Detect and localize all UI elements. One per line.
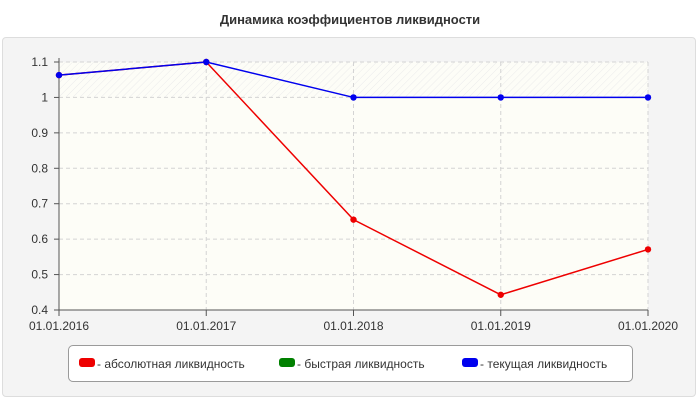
x-tick-label: 01.01.2016: [29, 319, 89, 333]
legend-swatch-absolute: [79, 358, 95, 368]
legend-label-current: - текущая ликвидность: [480, 356, 608, 371]
legend-label-absolute: - абсолютная ликвидность: [97, 356, 245, 371]
legend-item-current: - текущая ликвидность: [462, 356, 607, 372]
y-tick-label: 0.6: [31, 232, 48, 246]
data-point-current: [350, 94, 357, 101]
y-tick-label: 0.9: [31, 126, 48, 140]
legend-swatch-quick: [279, 358, 295, 368]
legend-item-absolute: - абсолютная ликвидность: [79, 356, 245, 372]
y-tick-label: 0.8: [31, 161, 48, 175]
y-tick-label: 1.1: [31, 55, 48, 69]
x-tick-label: 01.01.2020: [618, 319, 678, 333]
legend-swatch-current: [462, 358, 478, 368]
y-tick-label: 0.7: [31, 197, 48, 211]
data-point-absolute: [644, 246, 652, 253]
data-point-current: [644, 94, 652, 101]
data-point-current: [203, 58, 210, 66]
legend-item-quick: - быстрая ликвидность: [279, 356, 425, 372]
data-point-absolute: [497, 291, 504, 298]
data-point-absolute: [350, 216, 357, 223]
y-tick-label: 1: [41, 90, 48, 104]
x-tick-label: 01.01.2019: [471, 319, 531, 333]
data-point-current: [497, 94, 504, 101]
y-tick-label: 0.5: [31, 268, 48, 282]
chart-legend: - абсолютная ликвидность - быстрая ликви…: [68, 345, 633, 382]
data-point-current: [55, 71, 63, 79]
y-tick-label: 0.4: [31, 303, 48, 317]
legend-label-quick: - быстрая ликвидность: [297, 356, 425, 371]
chart-title: Динамика коэффициентов ликвидности: [219, 12, 481, 27]
x-tick-label: 01.01.2018: [323, 319, 383, 333]
x-tick-label: 01.01.2017: [176, 319, 236, 333]
